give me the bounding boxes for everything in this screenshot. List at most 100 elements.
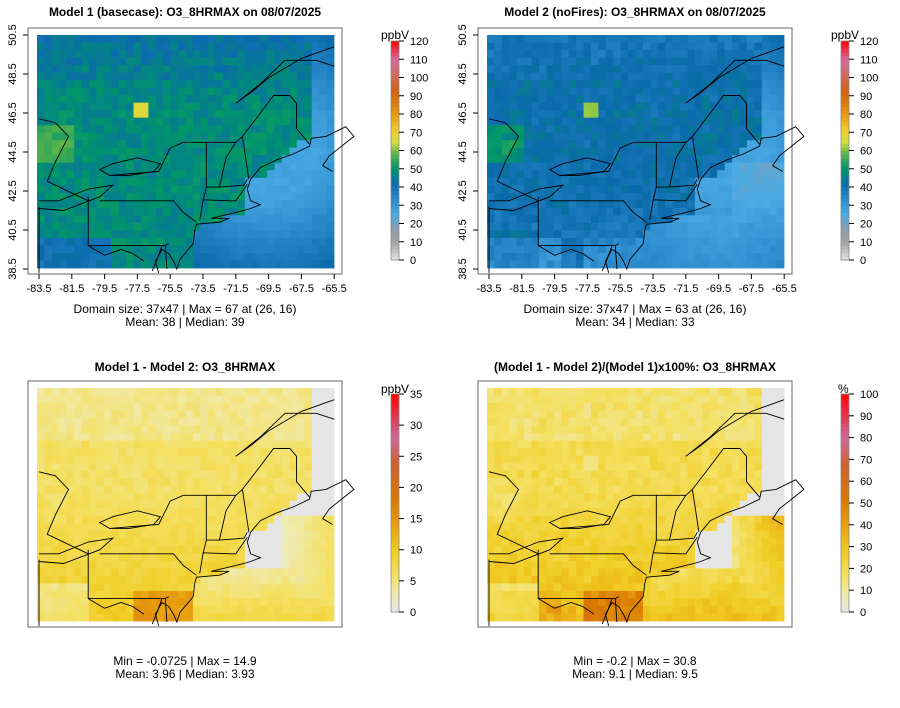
colorbar-swatch (841, 99, 849, 103)
heatmap-cell (126, 95, 134, 103)
heatmap-cell (67, 493, 75, 501)
heatmap-cell (561, 253, 569, 261)
colorbar-swatch (391, 485, 399, 489)
heatmap-cell (687, 523, 695, 531)
heatmap-cell (44, 65, 52, 73)
heatmap-cell (37, 230, 45, 238)
heatmap-cell (524, 125, 532, 133)
heatmap-cell (44, 148, 52, 156)
heatmap-cell (710, 245, 718, 253)
heatmap-cell (37, 441, 45, 449)
heatmap-cell (554, 388, 562, 396)
heatmap-cell (215, 260, 223, 268)
heatmap-cell (502, 613, 510, 621)
heatmap-cell (89, 50, 97, 58)
heatmap-cell (230, 516, 238, 524)
heatmap-cell (312, 576, 320, 584)
heatmap-cell (517, 118, 525, 126)
heatmap-cell (312, 501, 320, 509)
heatmap-cell (673, 546, 681, 554)
heatmap-cell (312, 58, 320, 66)
heatmap-cell (606, 95, 614, 103)
colorbar-swatch (841, 180, 849, 184)
heatmap-cell (710, 125, 718, 133)
heatmap-cell (111, 118, 119, 126)
heatmap-cell (673, 433, 681, 441)
heatmap-cell (554, 501, 562, 509)
heatmap-cell (732, 88, 740, 96)
heatmap-cell (104, 583, 112, 591)
heatmap-cell (561, 58, 569, 66)
heatmap-cell (769, 193, 777, 201)
heatmap-cell (96, 65, 104, 73)
colorbar-tick-label: 0 (410, 607, 416, 619)
heatmap-cell (598, 73, 606, 81)
heatmap-cell (687, 88, 695, 96)
heatmap-cell (252, 35, 260, 43)
heatmap-cell (502, 103, 510, 111)
heatmap-cell (732, 148, 740, 156)
heatmap-cell (252, 448, 260, 456)
heatmap-cell (539, 215, 547, 223)
heatmap-cell (141, 185, 149, 193)
heatmap-cell (304, 163, 312, 171)
heatmap-cell (532, 50, 540, 58)
heatmap-cell (539, 471, 547, 479)
heatmap-cell (67, 471, 75, 479)
heatmap-cell (237, 155, 245, 163)
heatmap-cell (96, 388, 104, 396)
colorbar-swatch (391, 81, 399, 85)
heatmap-cell (178, 598, 186, 606)
heatmap-cell (621, 523, 629, 531)
heatmap-cell (747, 215, 755, 223)
heatmap-cell (82, 35, 90, 43)
heatmap-cell (591, 471, 599, 479)
heatmap-cell (502, 606, 510, 614)
heatmap-cell (119, 253, 127, 261)
heatmap-cell (237, 396, 245, 404)
heatmap-cell (82, 613, 90, 621)
heatmap-cell (59, 73, 67, 81)
heatmap-cell (312, 441, 320, 449)
heatmap-cell (134, 215, 142, 223)
heatmap-cell (561, 65, 569, 73)
heatmap-cell (710, 58, 718, 66)
heatmap-cell (621, 433, 629, 441)
heatmap-cell (163, 396, 171, 404)
heatmap-cell (687, 426, 695, 434)
heatmap-cell (186, 441, 194, 449)
heatmap-cell (673, 613, 681, 621)
heatmap-cell (96, 553, 104, 561)
heatmap-cell (636, 478, 644, 486)
heatmap-cell (687, 508, 695, 516)
heatmap-cell (569, 388, 577, 396)
heatmap-cell (319, 433, 327, 441)
heatmap-cell (237, 583, 245, 591)
heatmap-cell (230, 463, 238, 471)
heatmap-cell (643, 80, 651, 88)
colorbar-swatch (391, 67, 399, 71)
heatmap-cell (59, 553, 67, 561)
heatmap-cell (643, 245, 651, 253)
heatmap-cell (186, 388, 194, 396)
heatmap-cell (546, 73, 554, 81)
heatmap-cell (554, 80, 562, 88)
heatmap-cell (200, 185, 208, 193)
heatmap-cell (141, 546, 149, 554)
heatmap-cell (89, 178, 97, 186)
heatmap-cell (126, 208, 134, 216)
heatmap-cell (82, 58, 90, 66)
heatmap-cell (215, 418, 223, 426)
heatmap-cell (487, 178, 495, 186)
heatmap-cell (67, 531, 75, 539)
heatmap-cell (584, 448, 592, 456)
heatmap-cell (282, 403, 290, 411)
heatmap-cell (747, 118, 755, 126)
heatmap-cell (561, 200, 569, 208)
heatmap-cell (621, 561, 629, 569)
heatmap-cell (509, 613, 517, 621)
heatmap-cell (282, 73, 290, 81)
heatmap-cell (52, 140, 60, 148)
heatmap-cell (267, 591, 275, 599)
heatmap-cell (591, 118, 599, 126)
